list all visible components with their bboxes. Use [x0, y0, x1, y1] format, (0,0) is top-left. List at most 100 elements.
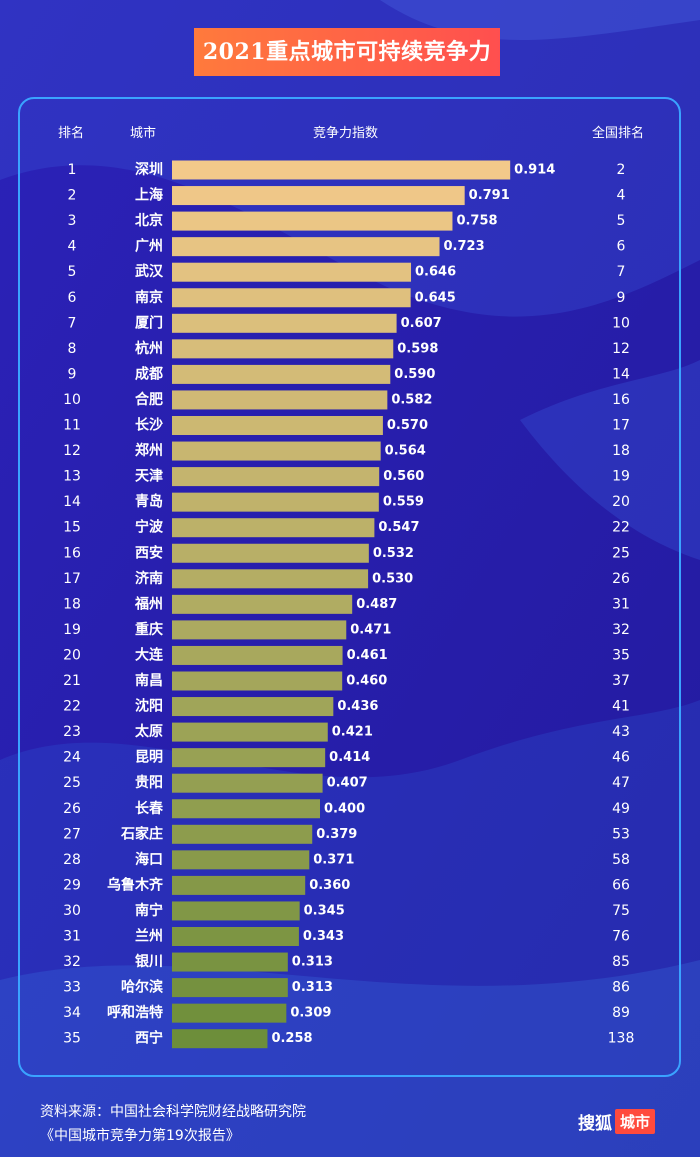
rank-label: 20 [63, 647, 81, 663]
rank-label: 4 [68, 239, 77, 255]
national-rank-label: 19 [612, 469, 630, 485]
national-rank-label: 138 [608, 1031, 635, 1047]
rank-label: 13 [63, 469, 81, 485]
value-label: 0.343 [303, 929, 344, 944]
bar [172, 850, 310, 870]
value-label: 0.414 [329, 750, 370, 765]
rank-label: 23 [63, 724, 81, 740]
rank-label: 16 [63, 545, 81, 561]
national-rank-label: 9 [617, 290, 626, 306]
header-national-rank: 全国排名 [592, 126, 645, 141]
city-label: 福州 [134, 595, 163, 612]
value-label: 0.582 [391, 392, 432, 407]
rank-label: 17 [63, 571, 81, 587]
header-index: 竞争力指数 [313, 126, 379, 141]
rank-label: 32 [63, 954, 81, 970]
value-label: 0.313 [292, 955, 333, 970]
value-label: 0.791 [469, 188, 510, 203]
city-label: 青岛 [135, 493, 163, 510]
rank-label: 34 [63, 1005, 81, 1021]
national-rank-label: 5 [617, 213, 626, 229]
city-label: 宁波 [135, 519, 164, 536]
rank-label: 33 [63, 980, 81, 996]
bar [172, 288, 411, 308]
national-rank-label: 37 [612, 673, 630, 689]
national-rank-label: 7 [617, 264, 626, 280]
national-rank-label: 12 [612, 341, 630, 357]
bar [172, 186, 465, 206]
bar [172, 313, 397, 333]
city-label: 长沙 [135, 417, 163, 434]
city-label: 西宁 [135, 1030, 163, 1047]
value-label: 0.345 [304, 903, 345, 918]
bar [172, 160, 511, 180]
bar [172, 952, 288, 972]
national-rank-label: 47 [612, 775, 630, 791]
header-city: 城市 [130, 126, 157, 141]
city-label: 哈尔滨 [121, 979, 163, 996]
city-label: 银川 [135, 953, 163, 970]
national-rank-label: 4 [617, 188, 626, 204]
bar [172, 901, 300, 921]
value-label: 0.379 [316, 827, 357, 842]
rank-label: 14 [63, 494, 81, 510]
bar [172, 773, 323, 793]
value-label: 0.914 [514, 163, 555, 178]
city-label: 天津 [135, 468, 163, 485]
source-line-2: 《中国城市竞争力第19次报告》 [40, 1128, 240, 1144]
rank-label: 6 [68, 290, 77, 306]
city-label: 武汉 [135, 263, 164, 280]
value-label: 0.645 [415, 290, 456, 305]
national-rank-label: 14 [612, 366, 630, 382]
bar [172, 1003, 287, 1023]
value-label: 0.313 [292, 980, 333, 995]
bar [172, 390, 388, 410]
rank-label: 12 [63, 443, 81, 459]
bar [172, 416, 383, 435]
bar [172, 569, 369, 589]
city-label: 海口 [135, 851, 163, 868]
rank-label: 27 [63, 826, 81, 842]
bar [172, 645, 343, 665]
value-label: 0.530 [372, 571, 413, 586]
bar [172, 722, 328, 742]
value-label: 0.547 [378, 520, 419, 535]
value-label: 0.570 [387, 418, 428, 433]
bar [172, 1029, 268, 1049]
rank-label: 25 [63, 775, 81, 791]
value-label: 0.590 [394, 367, 435, 382]
rank-label: 35 [63, 1031, 81, 1047]
value-label: 0.360 [309, 878, 350, 893]
chart-panel [18, 97, 681, 1077]
bar [172, 543, 369, 563]
city-label: 郑州 [135, 442, 163, 459]
national-rank-label: 25 [612, 545, 630, 561]
value-label: 0.400 [324, 801, 365, 816]
page-title: 2021重点城市可持续竞争力 [194, 28, 500, 76]
national-rank-label: 31 [612, 596, 630, 612]
value-label: 0.607 [401, 316, 442, 331]
bar [172, 211, 453, 231]
city-label: 广州 [135, 238, 163, 255]
source-line-1: 资料来源：中国社会科学院财经战略研究院 [40, 1104, 306, 1120]
rank-label: 10 [63, 392, 81, 408]
city-label: 南宁 [135, 902, 163, 919]
value-label: 0.598 [397, 341, 438, 356]
national-rank-label: 53 [612, 826, 630, 842]
rank-label: 15 [63, 520, 81, 536]
value-label: 0.309 [290, 1006, 331, 1021]
national-rank-label: 85 [612, 954, 630, 970]
city-label: 重庆 [135, 621, 163, 638]
national-rank-label: 22 [612, 520, 630, 536]
value-label: 0.487 [356, 597, 397, 612]
rank-label: 22 [63, 699, 81, 715]
bar [172, 237, 440, 257]
value-label: 0.471 [350, 622, 391, 637]
rank-label: 21 [63, 673, 81, 689]
city-label: 北京 [135, 212, 163, 229]
national-rank-label: 43 [612, 724, 630, 740]
value-label: 0.371 [313, 852, 354, 867]
bar [172, 824, 313, 844]
bar [172, 441, 381, 461]
